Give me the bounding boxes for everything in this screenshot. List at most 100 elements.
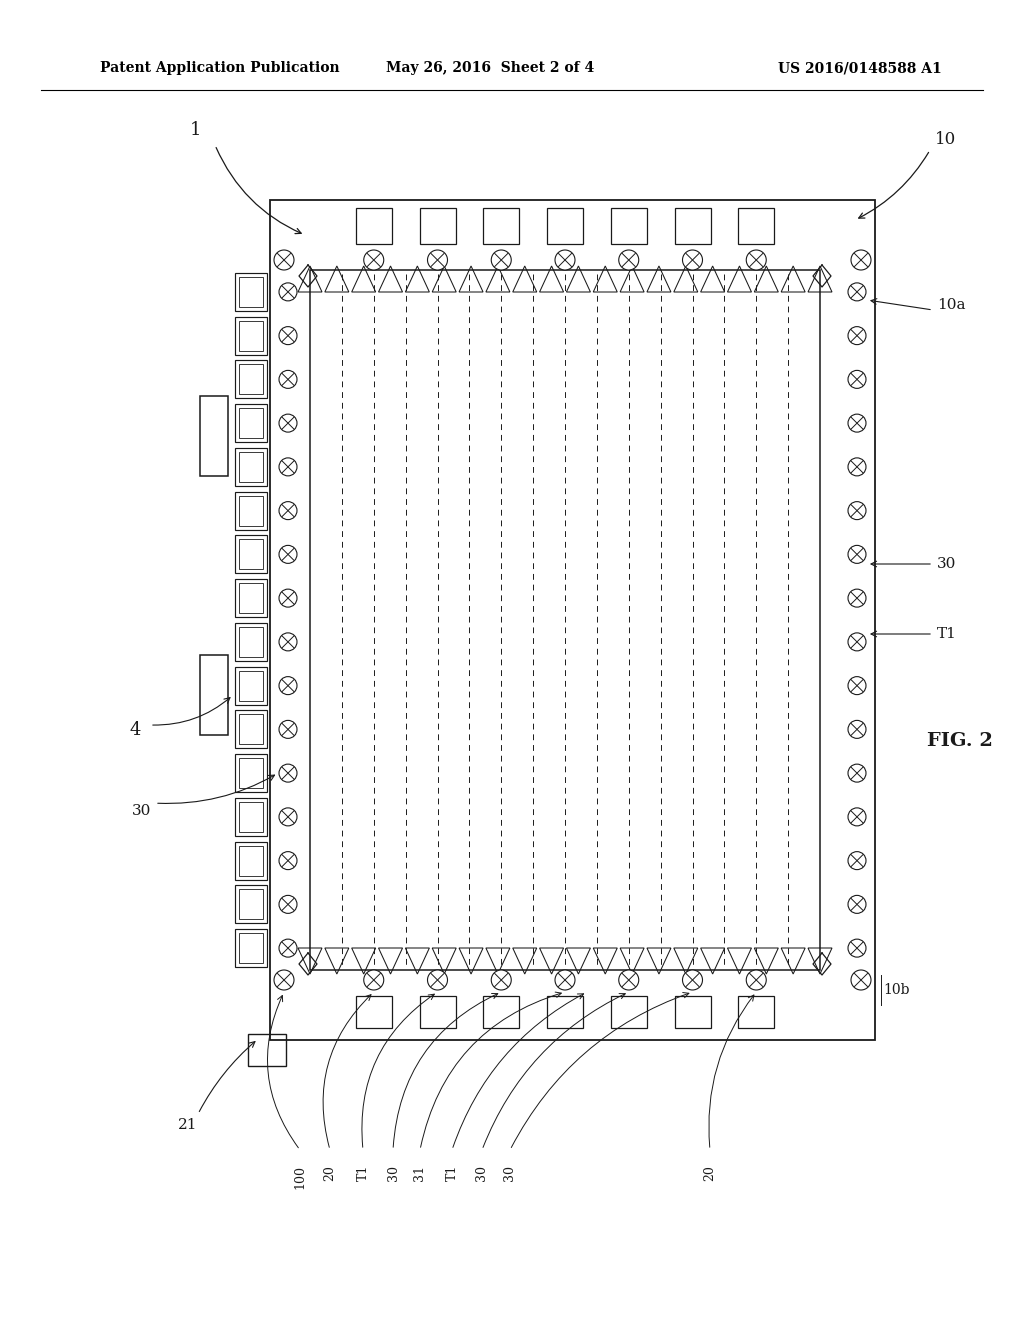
Text: 10a: 10a xyxy=(937,298,966,312)
Circle shape xyxy=(848,764,866,783)
Circle shape xyxy=(274,970,294,990)
Text: 4: 4 xyxy=(130,721,141,739)
Circle shape xyxy=(274,249,294,271)
Circle shape xyxy=(848,414,866,432)
Circle shape xyxy=(848,502,866,520)
Bar xyxy=(234,447,267,486)
Text: 10b: 10b xyxy=(883,983,909,997)
Bar xyxy=(200,655,228,735)
Bar xyxy=(738,209,774,244)
Bar xyxy=(234,667,267,705)
Circle shape xyxy=(848,326,866,345)
Bar xyxy=(239,364,263,395)
Circle shape xyxy=(364,249,384,271)
Text: 21: 21 xyxy=(178,1118,198,1133)
Circle shape xyxy=(279,677,297,694)
Bar xyxy=(547,209,583,244)
Bar xyxy=(239,933,263,964)
Circle shape xyxy=(492,249,511,271)
Circle shape xyxy=(848,895,866,913)
Bar xyxy=(234,273,267,312)
Text: 10: 10 xyxy=(935,132,956,149)
Circle shape xyxy=(279,502,297,520)
Text: 31: 31 xyxy=(414,1166,427,1181)
Bar xyxy=(355,997,392,1028)
Circle shape xyxy=(279,414,297,432)
Bar xyxy=(234,536,267,573)
Circle shape xyxy=(848,589,866,607)
Circle shape xyxy=(279,721,297,738)
Circle shape xyxy=(279,632,297,651)
Text: Patent Application Publication: Patent Application Publication xyxy=(100,61,340,75)
Bar xyxy=(483,209,519,244)
Bar xyxy=(234,710,267,748)
Bar xyxy=(239,540,263,569)
Circle shape xyxy=(848,851,866,870)
Circle shape xyxy=(492,970,511,990)
Bar xyxy=(270,201,874,1040)
Bar xyxy=(234,360,267,399)
Bar xyxy=(239,277,263,306)
Bar xyxy=(234,579,267,618)
Bar xyxy=(239,846,263,875)
Circle shape xyxy=(364,970,384,990)
Circle shape xyxy=(279,326,297,345)
Circle shape xyxy=(555,249,575,271)
Circle shape xyxy=(848,545,866,564)
Text: 100: 100 xyxy=(294,1166,306,1189)
Bar xyxy=(234,842,267,879)
Circle shape xyxy=(555,970,575,990)
Bar xyxy=(420,997,456,1028)
Bar xyxy=(239,408,263,438)
Circle shape xyxy=(746,249,766,271)
Circle shape xyxy=(618,249,639,271)
Bar xyxy=(234,491,267,529)
Bar xyxy=(234,404,267,442)
Circle shape xyxy=(746,970,766,990)
Bar xyxy=(234,886,267,924)
Bar xyxy=(234,317,267,355)
Bar xyxy=(234,754,267,792)
Circle shape xyxy=(279,371,297,388)
Bar xyxy=(355,209,392,244)
Circle shape xyxy=(848,808,866,826)
Text: 30: 30 xyxy=(937,557,956,572)
Bar xyxy=(234,623,267,661)
Circle shape xyxy=(427,970,447,990)
Circle shape xyxy=(279,939,297,957)
Text: 30: 30 xyxy=(132,804,152,818)
Bar xyxy=(239,714,263,744)
Circle shape xyxy=(851,970,871,990)
Bar xyxy=(675,997,711,1028)
Circle shape xyxy=(279,808,297,826)
Text: US 2016/0148588 A1: US 2016/0148588 A1 xyxy=(778,61,942,75)
Bar xyxy=(239,495,263,525)
Circle shape xyxy=(618,970,639,990)
Circle shape xyxy=(851,249,871,271)
Bar xyxy=(675,209,711,244)
Bar xyxy=(239,583,263,612)
Bar xyxy=(239,890,263,919)
Bar xyxy=(234,929,267,968)
Bar xyxy=(483,997,519,1028)
Circle shape xyxy=(279,851,297,870)
Bar xyxy=(200,396,228,477)
Text: 30: 30 xyxy=(504,1166,516,1181)
Bar xyxy=(738,997,774,1028)
Text: FIG. 2: FIG. 2 xyxy=(927,733,993,750)
Circle shape xyxy=(279,458,297,477)
Text: May 26, 2016  Sheet 2 of 4: May 26, 2016 Sheet 2 of 4 xyxy=(386,61,594,75)
Bar xyxy=(239,671,263,701)
Circle shape xyxy=(848,939,866,957)
Bar xyxy=(239,451,263,482)
Circle shape xyxy=(279,764,297,783)
Bar xyxy=(239,321,263,351)
Bar xyxy=(610,997,647,1028)
Text: 20: 20 xyxy=(324,1166,337,1181)
Circle shape xyxy=(848,677,866,694)
Circle shape xyxy=(279,895,297,913)
Text: T1: T1 xyxy=(356,1166,370,1181)
Text: 20: 20 xyxy=(703,1166,717,1181)
Circle shape xyxy=(848,282,866,301)
Bar xyxy=(234,797,267,836)
